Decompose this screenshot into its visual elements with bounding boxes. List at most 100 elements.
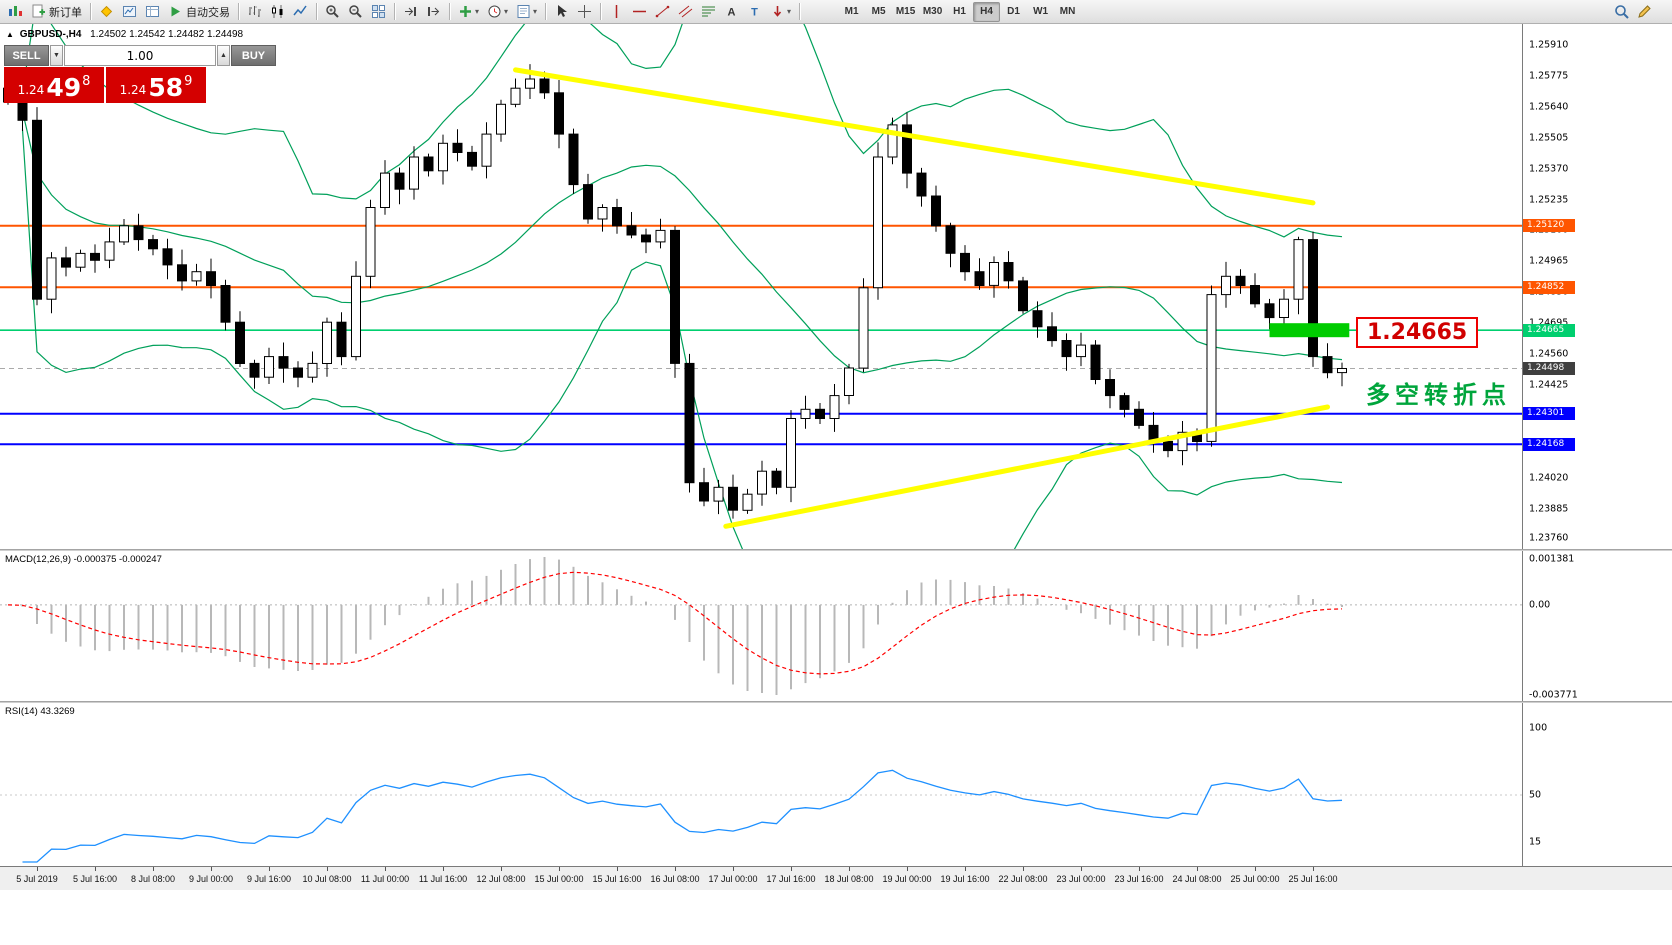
time-label: 25 Jul 16:00 bbox=[1288, 874, 1338, 884]
auto-scroll-icon[interactable] bbox=[399, 2, 422, 22]
indicator-axis-value: 50 bbox=[1529, 789, 1542, 801]
volume-input[interactable] bbox=[64, 45, 216, 66]
price-tick: 1.25505 bbox=[1529, 132, 1569, 143]
rsi-plot[interactable] bbox=[0, 703, 1522, 866]
channel-icon[interactable] bbox=[674, 2, 697, 22]
cursor-icon[interactable] bbox=[550, 2, 573, 22]
volume-down-button[interactable]: ▼ bbox=[50, 45, 63, 66]
toolbar-separator-8 bbox=[799, 3, 801, 20]
arrows-icon[interactable]: ▾ bbox=[766, 2, 795, 22]
trendline-icon[interactable] bbox=[651, 2, 674, 22]
search-icon[interactable] bbox=[1610, 2, 1633, 22]
indicator-axis-value: 0.001381 bbox=[1529, 553, 1575, 565]
rsi-axis[interactable]: 100 50 15 bbox=[1522, 703, 1672, 866]
toolbar-separator-4 bbox=[394, 3, 395, 20]
time-tick bbox=[965, 867, 966, 871]
price-axis[interactable]: 1.25910 1.25775 1.25640 1.25505 1.25370 1.252… bbox=[1522, 24, 1672, 549]
fibonacci-icon[interactable] bbox=[697, 2, 720, 22]
buy-price-sup: 9 bbox=[184, 74, 193, 89]
timeframe-button-d1[interactable]: D1 bbox=[1007, 6, 1020, 17]
timeframe-button-w1[interactable]: W1 bbox=[1033, 6, 1049, 17]
time-label: 15 Jul 00:00 bbox=[534, 874, 584, 884]
vertical-line-icon[interactable] bbox=[605, 2, 628, 22]
candles bbox=[3, 64, 1347, 519]
sell-price-display[interactable]: 1.24 49 8 bbox=[4, 67, 104, 103]
crosshair-icon[interactable] bbox=[573, 2, 596, 22]
time-label: 17 Jul 00:00 bbox=[708, 874, 758, 884]
autotrading-button[interactable]: 自动交易 bbox=[164, 2, 234, 22]
data-window-icon[interactable] bbox=[141, 2, 164, 22]
new-order-button[interactable]: 新订单 bbox=[27, 2, 86, 22]
ohlc-values: 1.24502 1.24542 1.24482 1.24498 bbox=[90, 29, 244, 40]
tile-windows-icon[interactable] bbox=[367, 2, 390, 22]
text-icon[interactable]: A bbox=[720, 2, 743, 22]
time-tick bbox=[37, 867, 38, 871]
timeframe-button-m1[interactable]: M1 bbox=[844, 6, 859, 17]
time-tick bbox=[675, 867, 676, 871]
charts-window-icon[interactable] bbox=[118, 2, 141, 22]
zoom-in-icon[interactable] bbox=[321, 2, 344, 22]
time-label: 9 Jul 00:00 bbox=[188, 874, 234, 884]
macd-plot[interactable] bbox=[0, 551, 1522, 701]
candlestick-chart[interactable] bbox=[0, 24, 1522, 549]
trendlines bbox=[513, 67, 1330, 529]
edit-icon[interactable] bbox=[1633, 2, 1656, 22]
time-tick bbox=[1313, 867, 1314, 871]
time-tick bbox=[733, 867, 734, 871]
time-tick bbox=[327, 867, 328, 871]
horizontal-level-lines bbox=[0, 224, 1522, 446]
panel-resize-handle[interactable] bbox=[0, 549, 1672, 551]
chart-candles-icon[interactable] bbox=[266, 2, 289, 22]
chart-shift-icon[interactable] bbox=[422, 2, 445, 22]
macd-axis[interactable]: 0.001381 0.00 -0.003771 bbox=[1522, 551, 1672, 701]
time-label: 24 Jul 08:00 bbox=[1172, 874, 1222, 884]
time-tick bbox=[153, 867, 154, 871]
time-tick bbox=[95, 867, 96, 871]
indicators-button[interactable]: ▾ bbox=[454, 2, 483, 22]
price-tick: 1.24425 bbox=[1529, 379, 1569, 391]
time-label: 18 Jul 08:00 bbox=[824, 874, 874, 884]
indicator-axis-value: -0.003771 bbox=[1529, 689, 1578, 701]
buy-button[interactable]: BUY bbox=[231, 45, 276, 66]
horizontal-line-icon[interactable] bbox=[628, 2, 651, 22]
periods-button[interactable]: ▾ bbox=[483, 2, 512, 22]
buy-price-big: 58 bbox=[148, 73, 184, 102]
sell-button[interactable]: SELL bbox=[4, 45, 49, 66]
price-tick: 1.25640 bbox=[1529, 101, 1569, 113]
price-tick: 1.24965 bbox=[1529, 255, 1569, 267]
time-axis[interactable]: 5 Jul 2019 5 Jul 16:00 8 Jul 08:00 9 Jul 00… bbox=[0, 866, 1672, 890]
timeframe-button-h1[interactable]: H1 bbox=[953, 6, 966, 17]
timeframe-button-m30[interactable]: M30 bbox=[922, 6, 943, 17]
timeframe-button-mn[interactable]: MN bbox=[1059, 6, 1076, 17]
timeframe-button-m5[interactable]: M5 bbox=[871, 6, 886, 17]
timeframe-button-m15[interactable]: M15 bbox=[895, 6, 916, 17]
indicator-axis-value: 0.00 bbox=[1529, 599, 1551, 611]
buy-price-display[interactable]: 1.24 58 9 bbox=[106, 67, 206, 103]
price-tick: 1.25235 bbox=[1529, 194, 1569, 205]
time-tick bbox=[1023, 867, 1024, 871]
volume-up-button[interactable]: ▲ bbox=[217, 45, 230, 66]
time-tick bbox=[1081, 867, 1082, 871]
rsi-line bbox=[22, 769, 1343, 863]
time-tick bbox=[559, 867, 560, 871]
timeframe-button-h4[interactable]: H4 bbox=[973, 1, 1001, 22]
time-label: 23 Jul 16:00 bbox=[1114, 874, 1164, 884]
chart-line-icon[interactable] bbox=[289, 2, 312, 22]
time-tick bbox=[269, 867, 270, 871]
panel-resize-handle[interactable] bbox=[0, 701, 1672, 703]
templates-button[interactable]: ▾ bbox=[512, 2, 541, 22]
time-label: 15 Jul 16:00 bbox=[592, 874, 642, 884]
zoom-out-icon[interactable] bbox=[344, 2, 367, 22]
chevron-down-icon: ▾ bbox=[475, 7, 480, 16]
chart-bars-icon[interactable] bbox=[243, 2, 266, 22]
time-tick bbox=[1139, 867, 1140, 871]
price-tag: 1.24498 bbox=[1523, 362, 1575, 375]
mql5-community-icon[interactable] bbox=[95, 2, 118, 22]
time-label: 19 Jul 16:00 bbox=[940, 874, 990, 884]
toolbar-separator-5 bbox=[449, 3, 450, 20]
text-label-icon[interactable]: T bbox=[743, 2, 766, 22]
time-label: 5 Jul 16:00 bbox=[72, 874, 118, 884]
price-tag: 1.24665 bbox=[1523, 323, 1575, 337]
time-label: 22 Jul 08:00 bbox=[998, 874, 1048, 884]
app-icon bbox=[4, 2, 27, 22]
